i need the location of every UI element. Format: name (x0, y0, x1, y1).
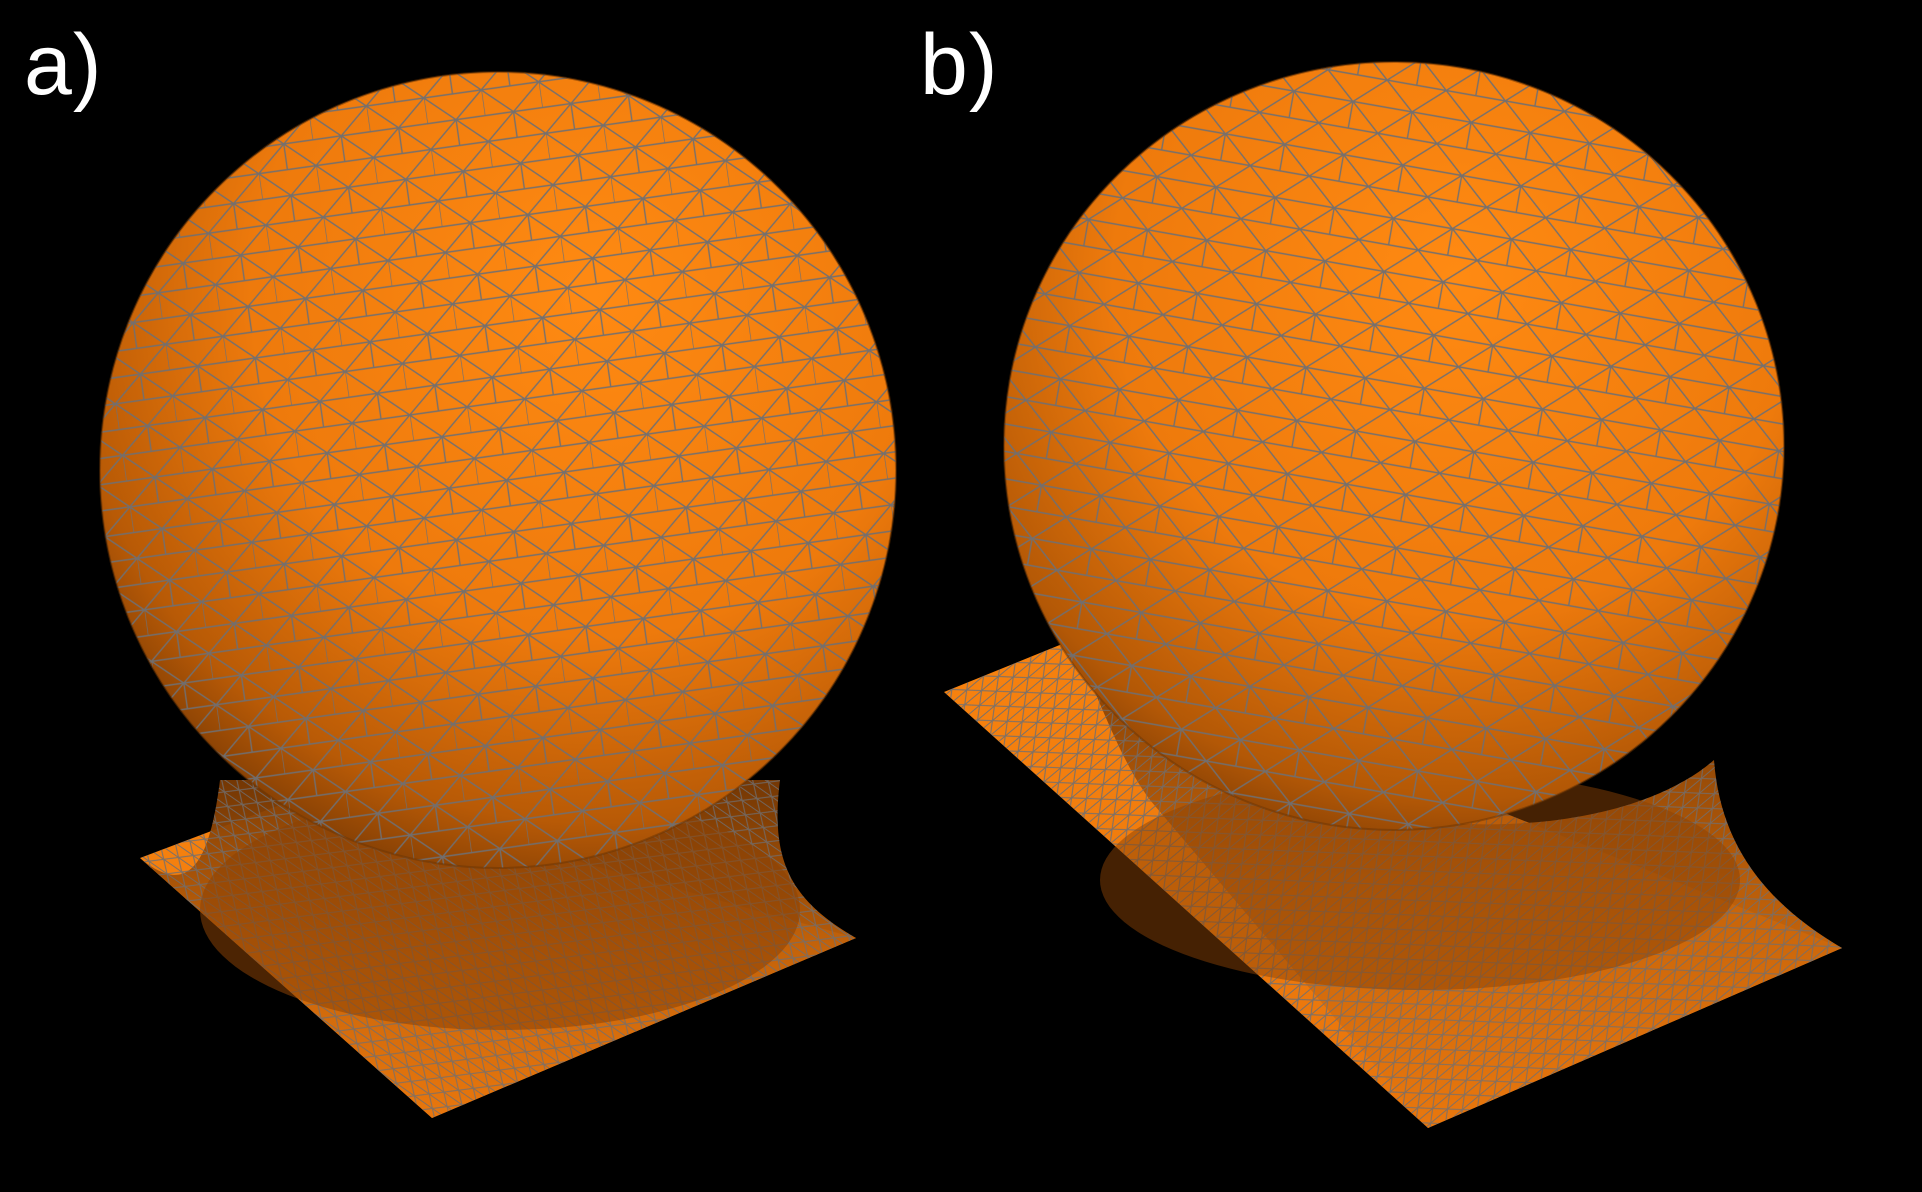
panel-b-mesh (944, 61, 1842, 1128)
panel-b-label: b) (920, 17, 999, 113)
panel-a-mesh (99, 71, 897, 1118)
panel-a-label: a) (24, 17, 103, 113)
